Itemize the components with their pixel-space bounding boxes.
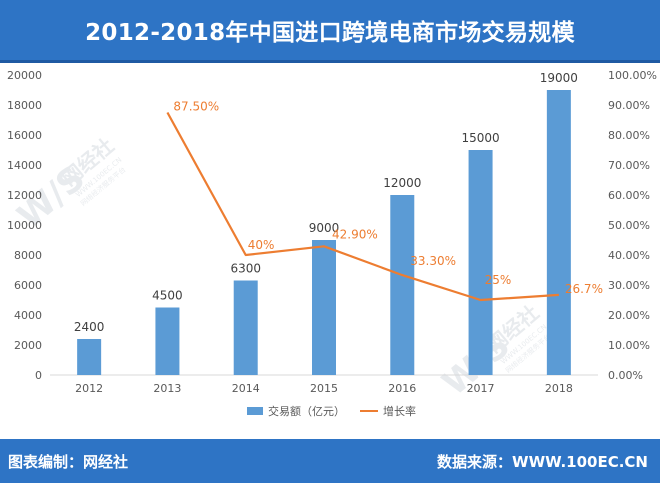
footer-source: 数据来源：WWW.100EC.CN <box>437 453 648 471</box>
y-left-tick-label: 12000 <box>7 189 42 202</box>
y-left-tick-label: 16000 <box>7 129 42 142</box>
y-left-tick-label: 20000 <box>7 69 42 82</box>
legend-bar-label: 交易额（亿元） <box>268 404 345 418</box>
bar <box>390 195 415 375</box>
bar-value-label: 9000 <box>309 221 340 235</box>
y-left-tick-label: 8000 <box>14 249 42 262</box>
bar <box>77 339 102 375</box>
footer-credit: 图表编制：网经社 <box>8 453 129 471</box>
bar <box>468 150 493 375</box>
bar-value-label: 2400 <box>74 320 105 334</box>
y-right-tick-label: 100.00% <box>608 69 657 82</box>
x-tick-label: 2012 <box>75 382 103 395</box>
y-right-tick-label: 70.00% <box>608 159 650 172</box>
growth-rate-label: 40% <box>248 238 275 252</box>
y-right-tick-label: 50.00% <box>608 219 650 232</box>
y-left-tick-label: 14000 <box>7 159 42 172</box>
growth-rate-line <box>166 111 559 302</box>
y-left-tick-label: 18000 <box>7 99 42 112</box>
combo-chart: W/S网经社WWW.100EC.CN网络经济服务平台W/S网经社WWW.100E… <box>7 69 657 418</box>
x-tick-label: 2014 <box>232 382 260 395</box>
y-right-tick-label: 60.00% <box>608 189 650 202</box>
bar <box>312 240 336 375</box>
y-left-tick-label: 6000 <box>14 279 42 292</box>
y-left-tick-label: 4000 <box>14 309 42 322</box>
bar <box>546 90 571 375</box>
legend-bar-swatch <box>247 407 263 415</box>
y-right-tick-label: 0.00% <box>608 369 643 382</box>
chart-title: 2012-2018年中国进口跨境电商市场交易规模 <box>85 20 575 46</box>
x-tick-label: 2015 <box>310 382 338 395</box>
growth-rate-label: 33.30% <box>410 254 456 268</box>
bar-value-label: 19000 <box>540 71 578 85</box>
y-left-tick-label: 2000 <box>14 339 42 352</box>
bar-value-label: 6300 <box>230 262 261 276</box>
x-tick-label: 2017 <box>467 382 495 395</box>
y-right-tick-label: 90.00% <box>608 99 650 112</box>
x-tick-label: 2018 <box>545 382 573 395</box>
y-right-tick-label: 20.00% <box>608 309 650 322</box>
bar-value-label: 12000 <box>383 176 421 190</box>
growth-rate-label: 87.50% <box>173 100 219 114</box>
growth-rate-label: 26.7% <box>565 282 603 296</box>
y-left-tick-label: 10000 <box>7 219 42 232</box>
bar-value-label: 15000 <box>461 131 499 145</box>
bar <box>155 307 180 375</box>
growth-rate-label: 25% <box>485 273 512 287</box>
y-right-tick-label: 80.00% <box>608 129 650 142</box>
title-bar: 2012-2018年中国进口跨境电商市场交易规模 <box>0 0 660 63</box>
bar <box>233 280 258 375</box>
x-tick-label: 2013 <box>153 382 181 395</box>
legend-line-label: 增长率 <box>383 404 416 418</box>
growth-rate-label: 42.90% <box>332 227 378 241</box>
x-tick-label: 2016 <box>388 382 416 395</box>
y-right-tick-label: 40.00% <box>608 249 650 262</box>
footer-bar: 图表编制：网经社 数据来源：WWW.100EC.CN <box>0 439 660 483</box>
bar-value-label: 4500 <box>152 289 183 303</box>
chart-area: W/S网经社WWW.100EC.CN网络经济服务平台W/S网经社WWW.100E… <box>0 62 660 439</box>
y-right-tick-label: 30.00% <box>608 279 650 292</box>
y-left-tick-label: 0 <box>35 369 42 382</box>
y-right-tick-label: 10.00% <box>608 339 650 352</box>
